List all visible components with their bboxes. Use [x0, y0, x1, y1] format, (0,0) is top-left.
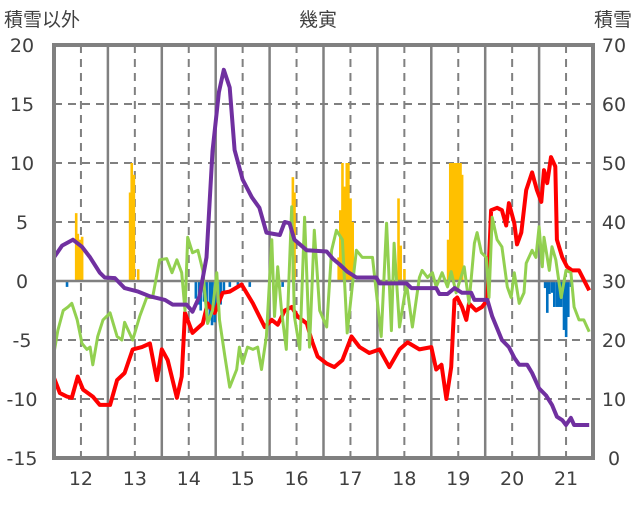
orange-bar — [347, 163, 350, 281]
right-tick-label: 60 — [602, 94, 626, 116]
blue-bar — [205, 281, 208, 311]
right-tick-label: 70 — [602, 35, 626, 57]
orange-bar — [136, 269, 140, 281]
orange-bar — [343, 186, 346, 281]
x-tick-label: 18 — [392, 468, 416, 490]
right-tick-label: 30 — [602, 271, 626, 293]
left-tick-label: 0 — [16, 271, 28, 293]
blue-bar — [236, 281, 240, 287]
left-tick-label: 5 — [16, 212, 28, 234]
orange-bar — [74, 213, 78, 281]
purple-series-line — [52, 67, 590, 427]
orange-bar — [337, 257, 340, 281]
left-tick-label: 20 — [10, 35, 34, 57]
blue-bar — [248, 281, 252, 287]
left-tick-label: -5 — [13, 330, 32, 352]
orange-bar — [459, 163, 462, 281]
blue-bar — [543, 281, 547, 289]
orange-bar — [397, 198, 400, 281]
right-tick-label: 10 — [602, 389, 626, 411]
plot-frame — [52, 43, 595, 460]
right-axis-title: 積雪 — [594, 9, 632, 31]
orange-bar — [446, 239, 450, 281]
orange-bar — [80, 236, 84, 281]
right-tick-label: 50 — [602, 153, 626, 175]
x-tick-label: 14 — [177, 468, 201, 490]
left-tick-label: 15 — [10, 94, 34, 116]
orange-bar — [448, 163, 452, 281]
blue-bar — [194, 281, 198, 299]
blue-bar — [552, 281, 556, 307]
orange-bar — [399, 245, 402, 281]
orange-bar — [403, 269, 406, 281]
blue-bar — [567, 281, 570, 317]
blue-bar — [548, 281, 551, 294]
orange-bar — [457, 163, 460, 281]
orange-bar — [339, 210, 342, 281]
x-tick-label: 13 — [123, 468, 147, 490]
x-tick-label: 15 — [231, 468, 255, 490]
orange-bar — [351, 222, 355, 281]
blue-bar — [564, 281, 568, 338]
blue-bar — [555, 281, 559, 307]
orange-bar — [132, 174, 136, 281]
left-tick-label: -10 — [6, 389, 37, 411]
orange-bar — [130, 163, 134, 281]
blue-bar — [228, 281, 232, 287]
blue-bar — [557, 281, 561, 307]
orange-bar — [128, 192, 132, 281]
orange-bar — [76, 233, 80, 281]
blue-bar — [545, 281, 549, 313]
orange-bar — [451, 163, 454, 281]
right-tick-label: 40 — [602, 212, 626, 234]
orange-bar — [341, 163, 344, 281]
orange-bar — [345, 163, 349, 281]
x-tick-label: 19 — [446, 468, 470, 490]
x-tick-label: 21 — [554, 468, 578, 490]
orange-bar — [453, 163, 456, 281]
x-tick-label: 12 — [69, 468, 93, 490]
blue-bar — [562, 281, 566, 330]
blue-bar — [281, 281, 284, 287]
right-tick-label: 0 — [608, 448, 620, 470]
plot-border — [52, 43, 595, 460]
left-tick-label: 10 — [10, 153, 34, 175]
left-axis-title: 積雪以外 — [4, 9, 80, 31]
lines — [52, 67, 593, 427]
orange-bar — [454, 163, 458, 281]
red-series-line — [52, 155, 591, 407]
blue-bar — [208, 281, 212, 317]
right-tick-label: 20 — [602, 330, 626, 352]
orange-bar — [460, 174, 464, 281]
x-tick-label: 20 — [500, 468, 524, 490]
blue-bar — [222, 281, 226, 293]
blue-bar — [550, 281, 554, 293]
orange-bar — [349, 198, 352, 281]
x-tick-label: 17 — [338, 468, 362, 490]
blue-bar — [65, 281, 69, 287]
left-tick-label: -15 — [6, 448, 37, 470]
x-tick-label: 16 — [284, 468, 308, 490]
orange-bar — [78, 239, 82, 281]
chart-title: 幾寅 — [299, 9, 337, 31]
